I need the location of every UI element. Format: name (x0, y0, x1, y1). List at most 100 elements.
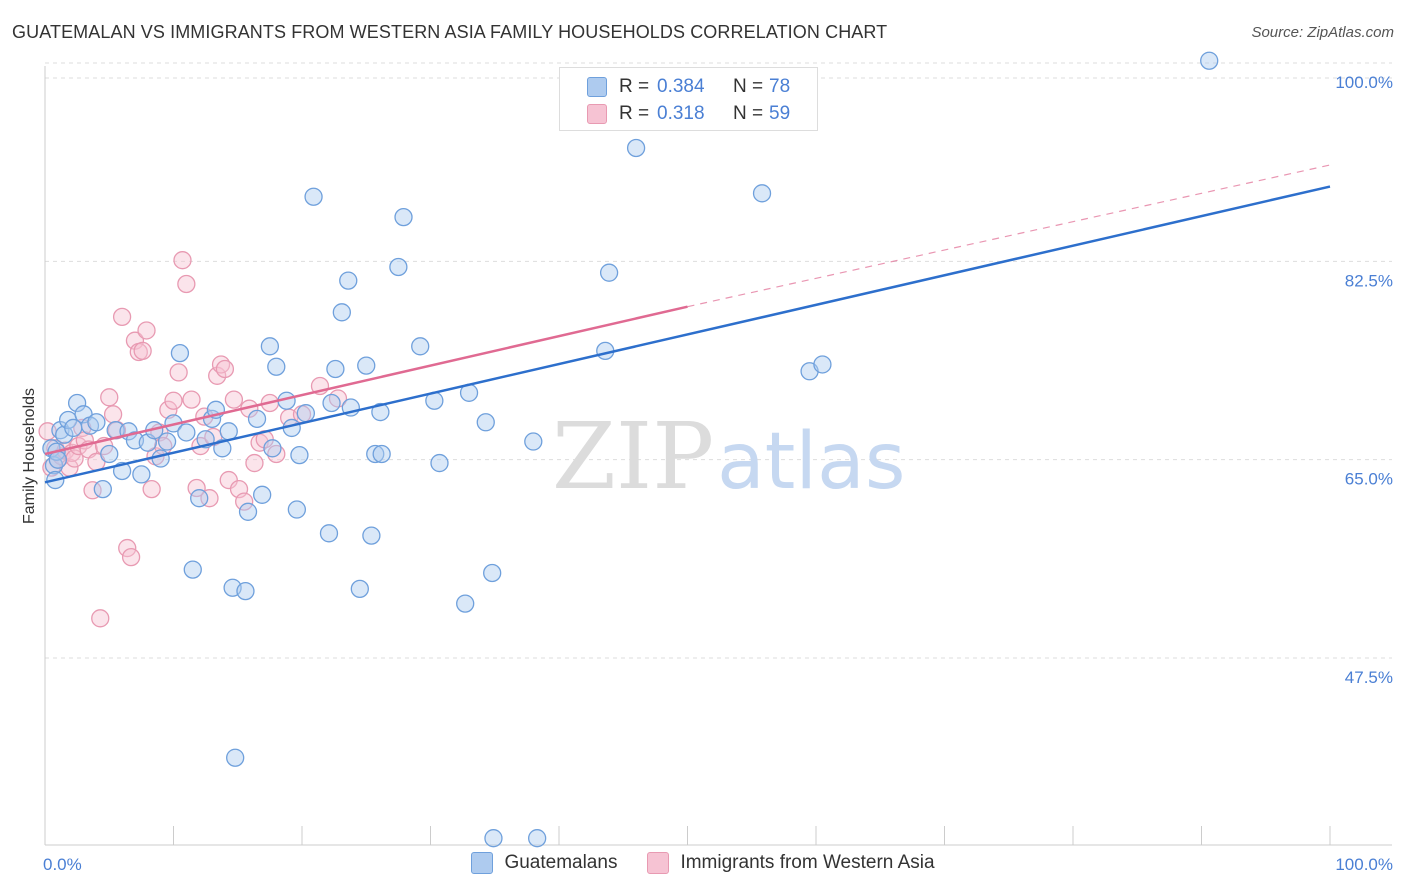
data-point (219, 422, 238, 441)
data-point (236, 581, 255, 601)
data-point (371, 402, 390, 422)
data-point (118, 538, 137, 558)
r-value: 0.318 (657, 103, 705, 124)
data-point (253, 485, 272, 504)
watermark-zip: ZIP (552, 403, 714, 510)
y-tick-label: 82.5% (1345, 271, 1393, 290)
data-point (48, 450, 67, 469)
data-point (183, 560, 202, 579)
x-tick-label: 100.0% (1335, 855, 1393, 874)
data-point (100, 444, 119, 464)
data-point (177, 423, 196, 442)
data-point (182, 390, 201, 409)
data-point (170, 343, 190, 363)
data-point (224, 390, 244, 409)
data-point (157, 432, 177, 451)
legend-item-guatemalans[interactable]: Guatemalans (471, 852, 617, 874)
data-point (430, 453, 449, 473)
data-point (121, 547, 141, 567)
data-point (319, 524, 339, 543)
data-point (67, 393, 87, 413)
data-point (456, 594, 475, 613)
r-value: 0.384 (657, 76, 705, 97)
data-point (1200, 51, 1219, 70)
n-label: N = (733, 103, 764, 124)
series-guatemalans (42, 51, 1219, 848)
series-legend: Guatemalans Immigrants from Western Asia (0, 852, 1406, 874)
r-label: R = (619, 76, 650, 97)
data-point (332, 303, 351, 322)
data-point (142, 479, 161, 499)
data-point (173, 251, 192, 270)
data-point (484, 829, 503, 848)
data-point (215, 359, 235, 379)
x-tick-label: 0.0% (43, 855, 82, 874)
legend-label: Immigrants from Western Asia (680, 852, 935, 873)
data-point (260, 337, 280, 356)
data-point (263, 439, 282, 458)
data-point (219, 470, 238, 490)
watermark: ZIP atlas (552, 403, 906, 510)
data-point (326, 359, 345, 379)
data-point (350, 579, 369, 599)
legend-row-immigrants: R = 0.318 N = 59 (560, 101, 790, 127)
trend-line-immigrants-extension (687, 164, 1331, 308)
data-point (112, 307, 132, 327)
legend-swatch-pink (647, 852, 670, 874)
trend-line-guatemalans (44, 185, 1331, 484)
watermark-atlas: atlas (717, 417, 906, 507)
data-point (599, 263, 619, 282)
chart-title: GUATEMALAN VS IMMIGRANTS FROM WESTERN AS… (12, 22, 888, 42)
data-point (267, 357, 286, 376)
data-point (200, 489, 219, 508)
data-point (483, 563, 502, 583)
n-label: N = (733, 76, 764, 97)
data-point (164, 391, 183, 410)
data-point (87, 413, 106, 432)
data-point (339, 271, 358, 290)
data-point (55, 425, 74, 444)
data-point (247, 409, 267, 429)
data-point (137, 321, 156, 340)
data-point (93, 479, 112, 499)
data-point (213, 439, 232, 458)
trend-line-immigrants (44, 305, 688, 456)
data-point (245, 453, 264, 473)
data-point (190, 489, 209, 508)
data-point (322, 393, 341, 413)
data-point (132, 465, 151, 484)
data-point (752, 184, 772, 203)
legend-item-immigrants[interactable]: Immigrants from Western Asia (647, 852, 935, 874)
data-point (91, 609, 110, 628)
n-value: 59 (769, 103, 791, 124)
n-value: 78 (769, 76, 791, 97)
data-point (296, 404, 316, 423)
y-tick-label: 47.5% (1345, 668, 1393, 687)
r-label: R = (619, 103, 650, 124)
data-point (133, 341, 152, 361)
data-point (287, 500, 307, 519)
data-point (372, 444, 391, 464)
y-tick-label: 65.0% (1345, 470, 1393, 489)
data-point (103, 405, 123, 424)
y-tick-label: 100.0% (1335, 73, 1393, 92)
data-point (169, 363, 188, 382)
legend-swatch-blue (471, 852, 494, 874)
data-point (226, 748, 245, 767)
data-point (238, 502, 258, 521)
data-point (394, 207, 413, 227)
data-point (177, 274, 196, 294)
data-point (362, 526, 381, 545)
data-point (366, 444, 385, 464)
data-point (290, 445, 309, 465)
legend-swatch-blue (587, 77, 607, 97)
data-point (100, 388, 119, 407)
data-point (304, 187, 323, 206)
data-point (151, 449, 170, 468)
data-point (235, 492, 254, 511)
data-point (626, 138, 646, 158)
legend-label: Guatemalans (504, 852, 618, 873)
data-point (476, 413, 495, 432)
data-point (813, 355, 832, 374)
